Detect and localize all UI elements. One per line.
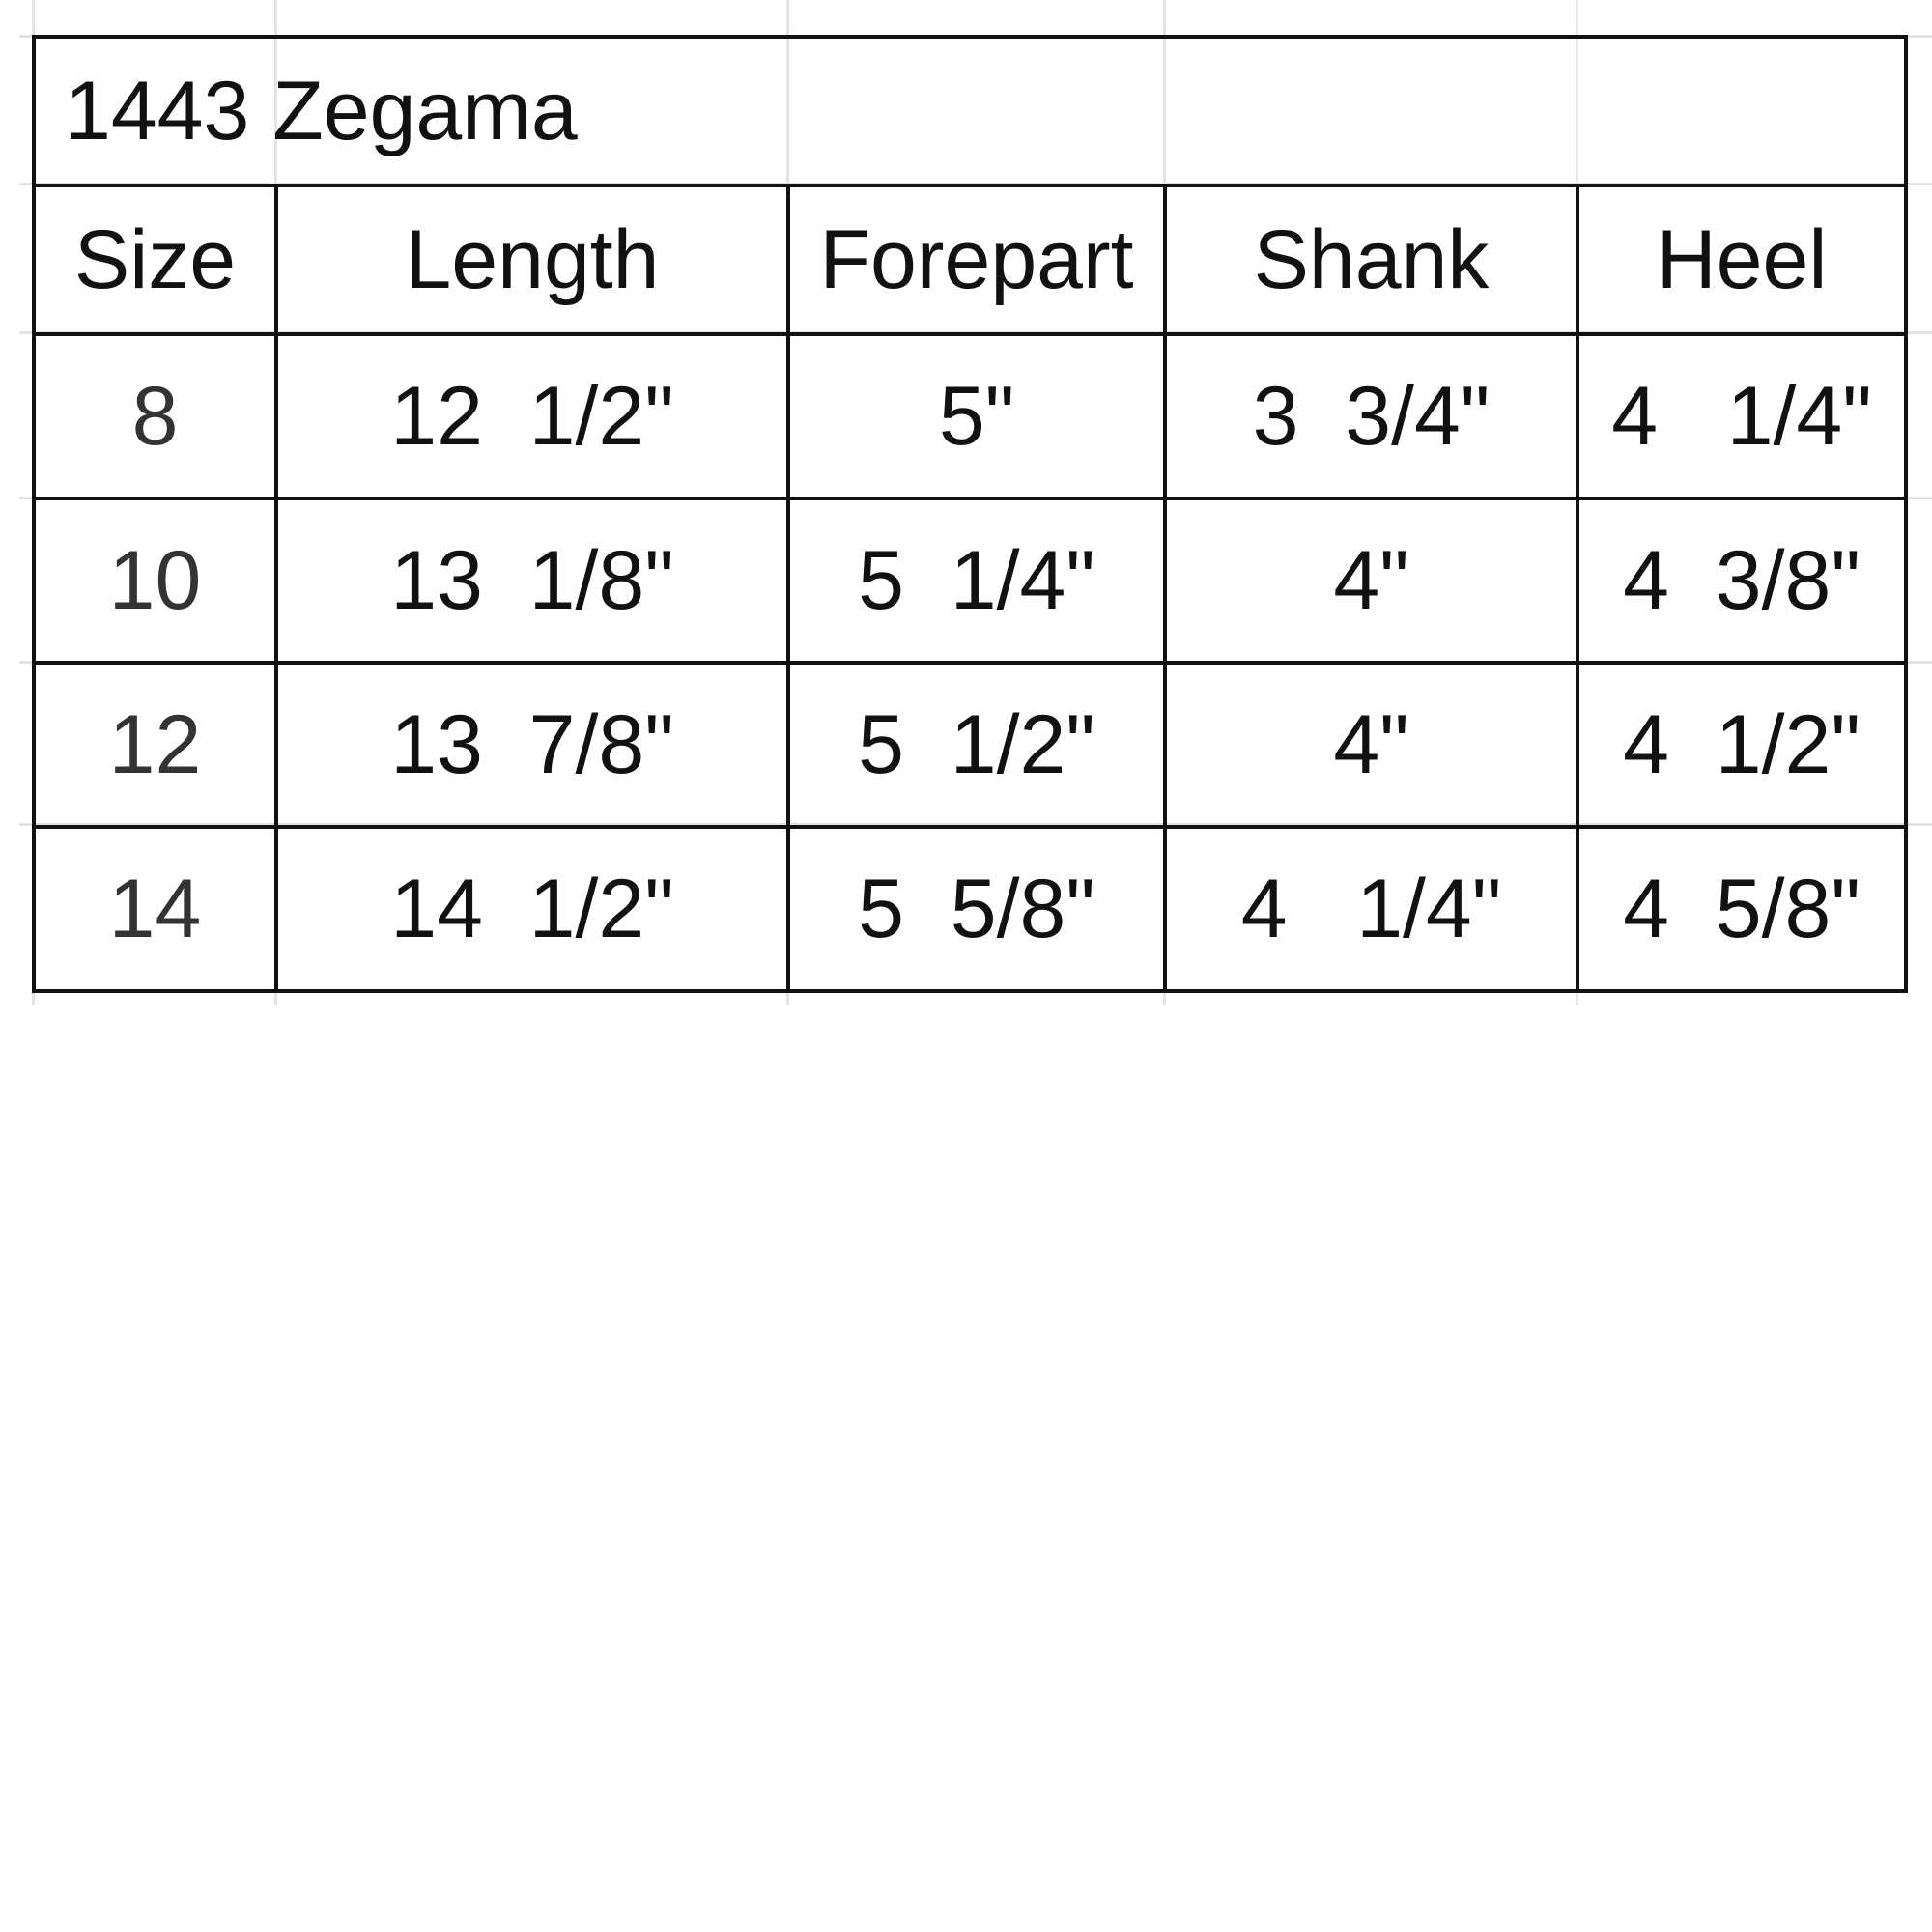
cell-forepart[interactable]: 5": [786, 332, 1167, 500]
cell-forepart[interactable]: 5 1/4": [786, 497, 1167, 665]
cell-shank[interactable]: 3 3/4": [1163, 332, 1579, 500]
cell-heel[interactable]: 4 1/2": [1575, 661, 1909, 829]
cell-length[interactable]: 13 1/8": [274, 497, 790, 665]
cell-length[interactable]: 12 1/2": [274, 332, 790, 500]
header-shank[interactable]: Shank: [1163, 184, 1579, 336]
cell-length[interactable]: 14 1/2": [274, 825, 790, 993]
cell-shank[interactable]: 4": [1163, 661, 1579, 829]
cell-size[interactable]: 14: [32, 825, 278, 993]
table-row: 10 13 1/8" 5 1/4" 4" 4 3/8": [32, 497, 1909, 665]
cell-size[interactable]: 8: [32, 332, 278, 500]
table-row: 12 13 7/8" 5 1/2" 4" 4 1/2": [32, 661, 1909, 829]
cell-size[interactable]: 10: [32, 497, 278, 665]
cell-heel[interactable]: 4 3/8": [1575, 497, 1909, 665]
table-title[interactable]: 1443 Zegama: [31, 35, 1909, 187]
header-row: Size Length Forepart Shank Heel: [32, 184, 1909, 336]
header-size[interactable]: Size: [32, 184, 278, 336]
cell-heel[interactable]: 4 5/8": [1575, 825, 1909, 993]
table-row: 14 14 1/2" 5 5/8" 4 1/4" 4 5/8": [32, 825, 1909, 993]
cell-forepart[interactable]: 5 5/8": [786, 825, 1167, 993]
header-forepart[interactable]: Forepart: [786, 184, 1167, 336]
cell-forepart[interactable]: 5 1/2": [786, 661, 1167, 829]
cell-heel[interactable]: 4 1/4": [1575, 332, 1909, 500]
size-table: 1443 Zegama Size Length Forepart Shank H…: [31, 35, 1909, 993]
header-heel[interactable]: Heel: [1575, 184, 1909, 336]
cell-size[interactable]: 12: [32, 661, 278, 829]
cell-shank[interactable]: 4 1/4": [1163, 825, 1579, 993]
cell-shank[interactable]: 4": [1163, 497, 1579, 665]
header-length[interactable]: Length: [274, 184, 790, 336]
table-row: 8 12 1/2" 5" 3 3/4" 4 1/4": [32, 332, 1909, 500]
cell-length[interactable]: 13 7/8": [274, 661, 790, 829]
